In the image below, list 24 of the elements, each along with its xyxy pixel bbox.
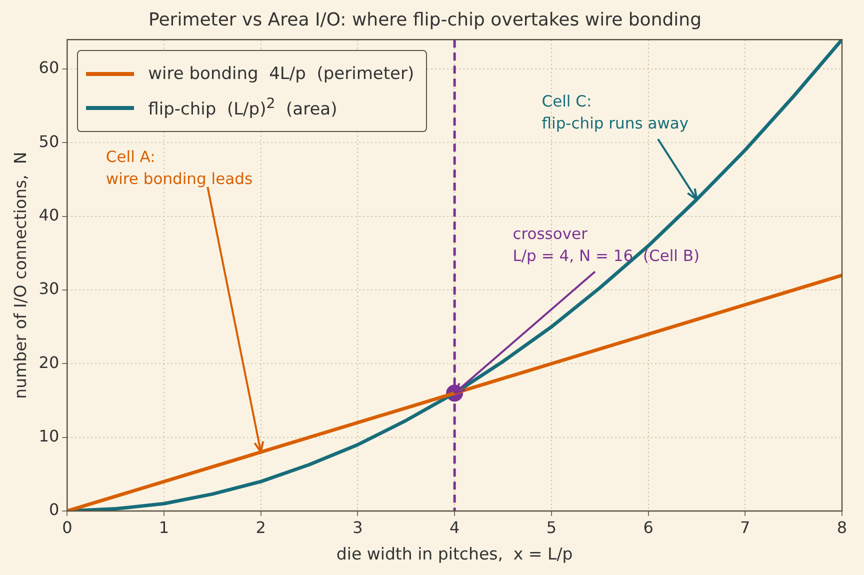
x-tick-label: 0: [62, 518, 72, 537]
y-tick-label: 50: [38, 132, 60, 151]
chart-title: Perimeter vs Area I/O: where flip-chip overtakes wire bonding: [148, 9, 702, 30]
legend-label: flip-chip (L/p)$^{2}$ (area): [148, 96, 338, 120]
y-tick-label: 20: [38, 352, 60, 372]
x-tick-label: 6: [643, 518, 654, 537]
legend-label: wire bonding 4L/p (perimeter): [148, 64, 414, 84]
annotation: Cell C: flip-chip runs away: [542, 92, 689, 133]
x-tick-label: 4: [449, 518, 460, 537]
x-tick-label: 7: [740, 518, 750, 537]
y-axis-title: number of I/O connections, N: [11, 152, 30, 399]
x-tick-label: 5: [546, 518, 557, 537]
y-tick-label: 0: [48, 500, 60, 520]
y-tick-label: 10: [38, 426, 60, 446]
x-tick-label: 2: [256, 518, 266, 537]
x-tick-label: 8: [836, 518, 848, 537]
x-axis-title: die width in pitches, x = L/p: [336, 544, 573, 564]
y-tick-label: 30: [38, 279, 60, 298]
y-tick-label: 60: [38, 58, 60, 78]
y-tick-label: 40: [38, 206, 60, 225]
x-tick-label: 1: [158, 518, 170, 537]
x-tick-label: 3: [352, 518, 363, 537]
annotation: crossover L/p = 4, N = 16 (Cell B): [512, 225, 700, 266]
annotation: Cell A: wire bonding leads: [106, 148, 253, 188]
